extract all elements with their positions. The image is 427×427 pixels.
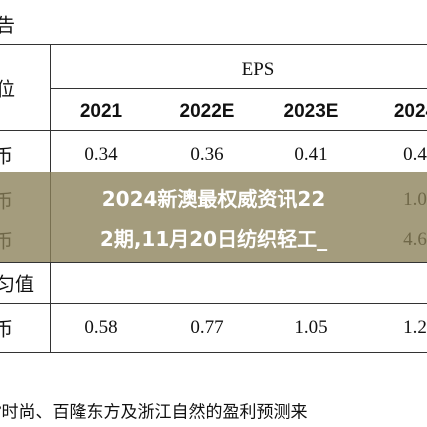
- rule: [50, 88, 427, 89]
- section-label: 匀值: [0, 274, 35, 296]
- cell: 0.34: [84, 144, 118, 165]
- row-label: 币: [0, 319, 14, 341]
- rule: [0, 44, 427, 45]
- cell: 0.77: [190, 317, 224, 338]
- title-fragment: 告: [0, 15, 16, 37]
- overlay-text: 2024新澳最权威资讯22: [101, 187, 326, 211]
- unit-fragment: 位: [0, 79, 16, 101]
- row-label: 币: [0, 146, 14, 168]
- cell: 0.58: [84, 317, 118, 338]
- rule: [0, 352, 427, 353]
- cell: 0.4: [403, 144, 427, 165]
- cell: 0.36: [190, 144, 224, 165]
- rule: [0, 303, 427, 304]
- cell: 1.05: [294, 317, 328, 338]
- rule: [0, 262, 427, 263]
- footnote: F时尚、百隆东方及浙江自然的盈利预测来: [0, 402, 308, 422]
- column-header: 2023E: [283, 101, 339, 122]
- cell: 1.2: [403, 317, 427, 338]
- column-header: 2021: [79, 101, 123, 122]
- cell: 0.41: [294, 144, 328, 165]
- overlay-text: 2期,11月20日纺织轻工_: [99, 227, 328, 251]
- group-header: EPS: [241, 59, 275, 80]
- rule: [0, 130, 427, 131]
- column-header: 2024: [393, 101, 427, 122]
- overlay-banner: 2024新澳最权威资讯22 2期,11月20日纺织轻工_: [0, 172, 427, 262]
- column-header: 2022E: [179, 101, 235, 122]
